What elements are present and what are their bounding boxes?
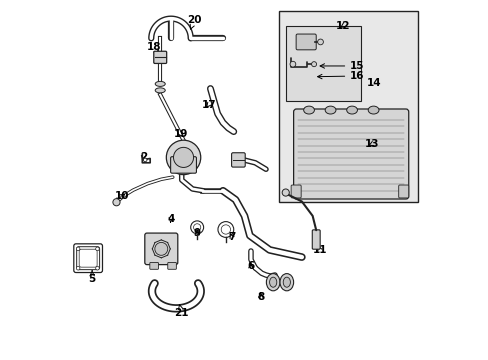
FancyBboxPatch shape	[144, 233, 178, 265]
Text: 7: 7	[228, 232, 235, 242]
FancyBboxPatch shape	[231, 153, 244, 167]
FancyBboxPatch shape	[278, 12, 418, 202]
Ellipse shape	[269, 277, 276, 287]
Circle shape	[76, 247, 80, 251]
Text: 21: 21	[174, 305, 188, 318]
Text: 11: 11	[312, 245, 326, 255]
Text: 10: 10	[114, 191, 129, 201]
Text: 8: 8	[257, 292, 264, 302]
Circle shape	[96, 266, 99, 270]
Text: 4: 4	[167, 215, 174, 224]
Text: 13: 13	[364, 139, 378, 149]
Text: 9: 9	[193, 228, 200, 238]
Ellipse shape	[325, 106, 335, 114]
Text: 5: 5	[88, 271, 96, 284]
Circle shape	[113, 199, 120, 206]
Text: 19: 19	[173, 129, 187, 139]
Ellipse shape	[346, 106, 357, 114]
Ellipse shape	[367, 106, 378, 114]
Text: 16: 16	[317, 71, 364, 81]
Circle shape	[282, 189, 289, 196]
Circle shape	[173, 147, 193, 167]
Circle shape	[96, 247, 99, 251]
FancyBboxPatch shape	[312, 230, 320, 249]
Circle shape	[289, 61, 295, 67]
Text: 17: 17	[201, 100, 216, 110]
Circle shape	[155, 242, 167, 255]
Text: 20: 20	[187, 15, 201, 29]
Ellipse shape	[303, 106, 314, 114]
FancyBboxPatch shape	[167, 262, 176, 269]
Circle shape	[143, 158, 147, 162]
Text: 12: 12	[335, 21, 349, 31]
FancyBboxPatch shape	[285, 26, 360, 101]
Circle shape	[76, 266, 80, 270]
Ellipse shape	[155, 88, 165, 93]
Circle shape	[311, 62, 316, 67]
Ellipse shape	[280, 274, 293, 291]
Ellipse shape	[266, 274, 280, 291]
FancyBboxPatch shape	[296, 34, 316, 50]
Circle shape	[317, 39, 323, 45]
Circle shape	[166, 140, 201, 175]
Ellipse shape	[283, 277, 290, 287]
Text: 14: 14	[366, 78, 381, 88]
Text: 6: 6	[247, 261, 254, 271]
FancyBboxPatch shape	[398, 185, 408, 198]
Text: 18: 18	[146, 42, 161, 55]
FancyBboxPatch shape	[290, 185, 301, 198]
Text: 3: 3	[237, 153, 244, 163]
FancyBboxPatch shape	[170, 157, 196, 173]
Text: 2: 2	[140, 152, 147, 162]
Ellipse shape	[155, 81, 165, 86]
FancyBboxPatch shape	[293, 109, 408, 199]
Text: 1: 1	[192, 148, 201, 163]
FancyBboxPatch shape	[153, 51, 166, 63]
Text: 15: 15	[320, 61, 364, 71]
FancyBboxPatch shape	[149, 262, 158, 269]
